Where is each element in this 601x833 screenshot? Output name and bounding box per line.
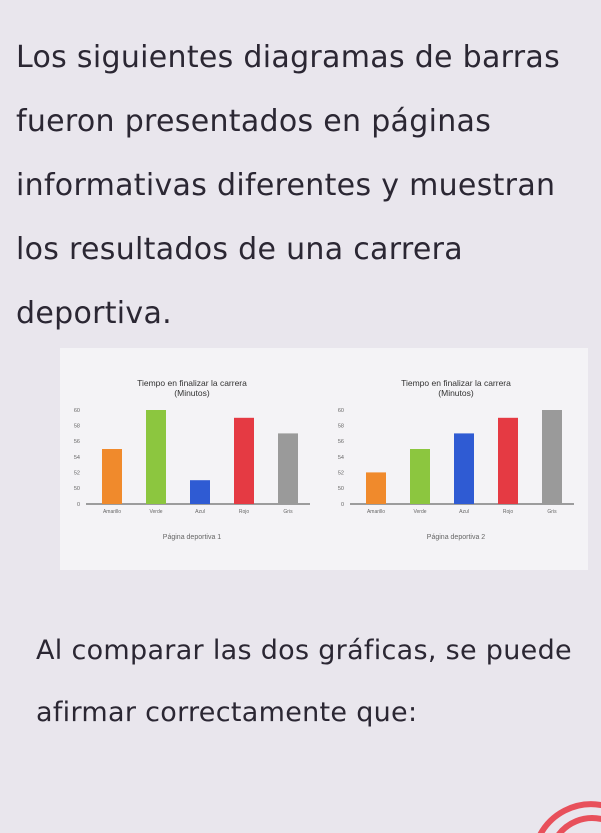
y-tick-label: 54 [74,455,80,461]
y-tick-label: 52 [338,470,344,476]
bar-rojo [498,417,518,504]
chart-subtitle-text: (Minutos) [438,388,474,398]
x-tick-label: Gris [283,509,293,515]
y-tick-label: 56 [338,439,344,445]
y-tick-label: 50 [74,486,80,492]
x-tick-label: Gris [547,509,557,515]
chart-caption: Página deportiva 2 [426,534,486,541]
bar-azul [454,433,474,504]
bar-amarillo [366,472,386,504]
x-tick-label: Rojo [239,509,250,515]
bar-chart-svg: 60 58 56 54 52 50 0 Amarillo Verde Azul Rojo Gris [338,408,574,515]
y-tick-label: 60 [74,408,80,414]
x-tick-label: Rojo [503,509,514,515]
bar-chart-svg: 60 58 56 54 52 50 0 Amarillo Verde Azul Rojo Gris [74,408,310,515]
x-tick-label: Amarillo [367,509,385,515]
question-text: Al comparar las dos gráficas, se puede a… [36,635,572,728]
y-tick-label: 58 [74,424,80,430]
chart-caption: Página deportiva 1 [162,534,222,541]
y-tick-label: 54 [338,455,344,461]
y-tick-label: 58 [338,424,344,430]
y-tick-label: 50 [338,486,344,492]
x-tick-label: Verde [149,509,162,515]
chart-page-2: Tiempo en finalizar la carrera (Minutos)… [324,348,588,570]
x-tick-label: Azul [459,509,469,515]
bar-gris [542,410,562,504]
x-tick-label: Amarillo [103,509,121,515]
chart-subtitle-text: (Minutos) [174,388,210,398]
bar-verde [410,449,430,504]
chart-title-text: Tiempo en finalizar la carrera [137,378,247,388]
bar-gris [278,433,298,504]
y-tick-label: 56 [74,439,80,445]
bar-rojo [234,417,254,504]
bar-verde [146,410,166,504]
chart-title-text: Tiempo en finalizar la carrera [401,378,511,388]
chart-title: Tiempo en finalizar la carrera (Minutos) [324,378,588,398]
y-tick-label: 52 [74,470,80,476]
x-tick-label: Verde [413,509,426,515]
chart-page-1: Tiempo en finalizar la carrera (Minutos)… [60,348,324,570]
intro-text: Los siguientes diagramas de barras fuero… [16,40,561,331]
logo-arc-icon [537,801,601,833]
bar-amarillo [102,449,122,504]
figure-panel: Tiempo en finalizar la carrera (Minutos)… [60,348,588,570]
x-tick-label: Azul [195,509,205,515]
bar-azul [190,480,210,504]
y-tick-label: 0 [77,502,80,508]
y-tick-label: 0 [341,502,344,508]
y-tick-label: 60 [338,408,344,414]
chart-title: Tiempo en finalizar la carrera (Minutos) [60,378,324,398]
